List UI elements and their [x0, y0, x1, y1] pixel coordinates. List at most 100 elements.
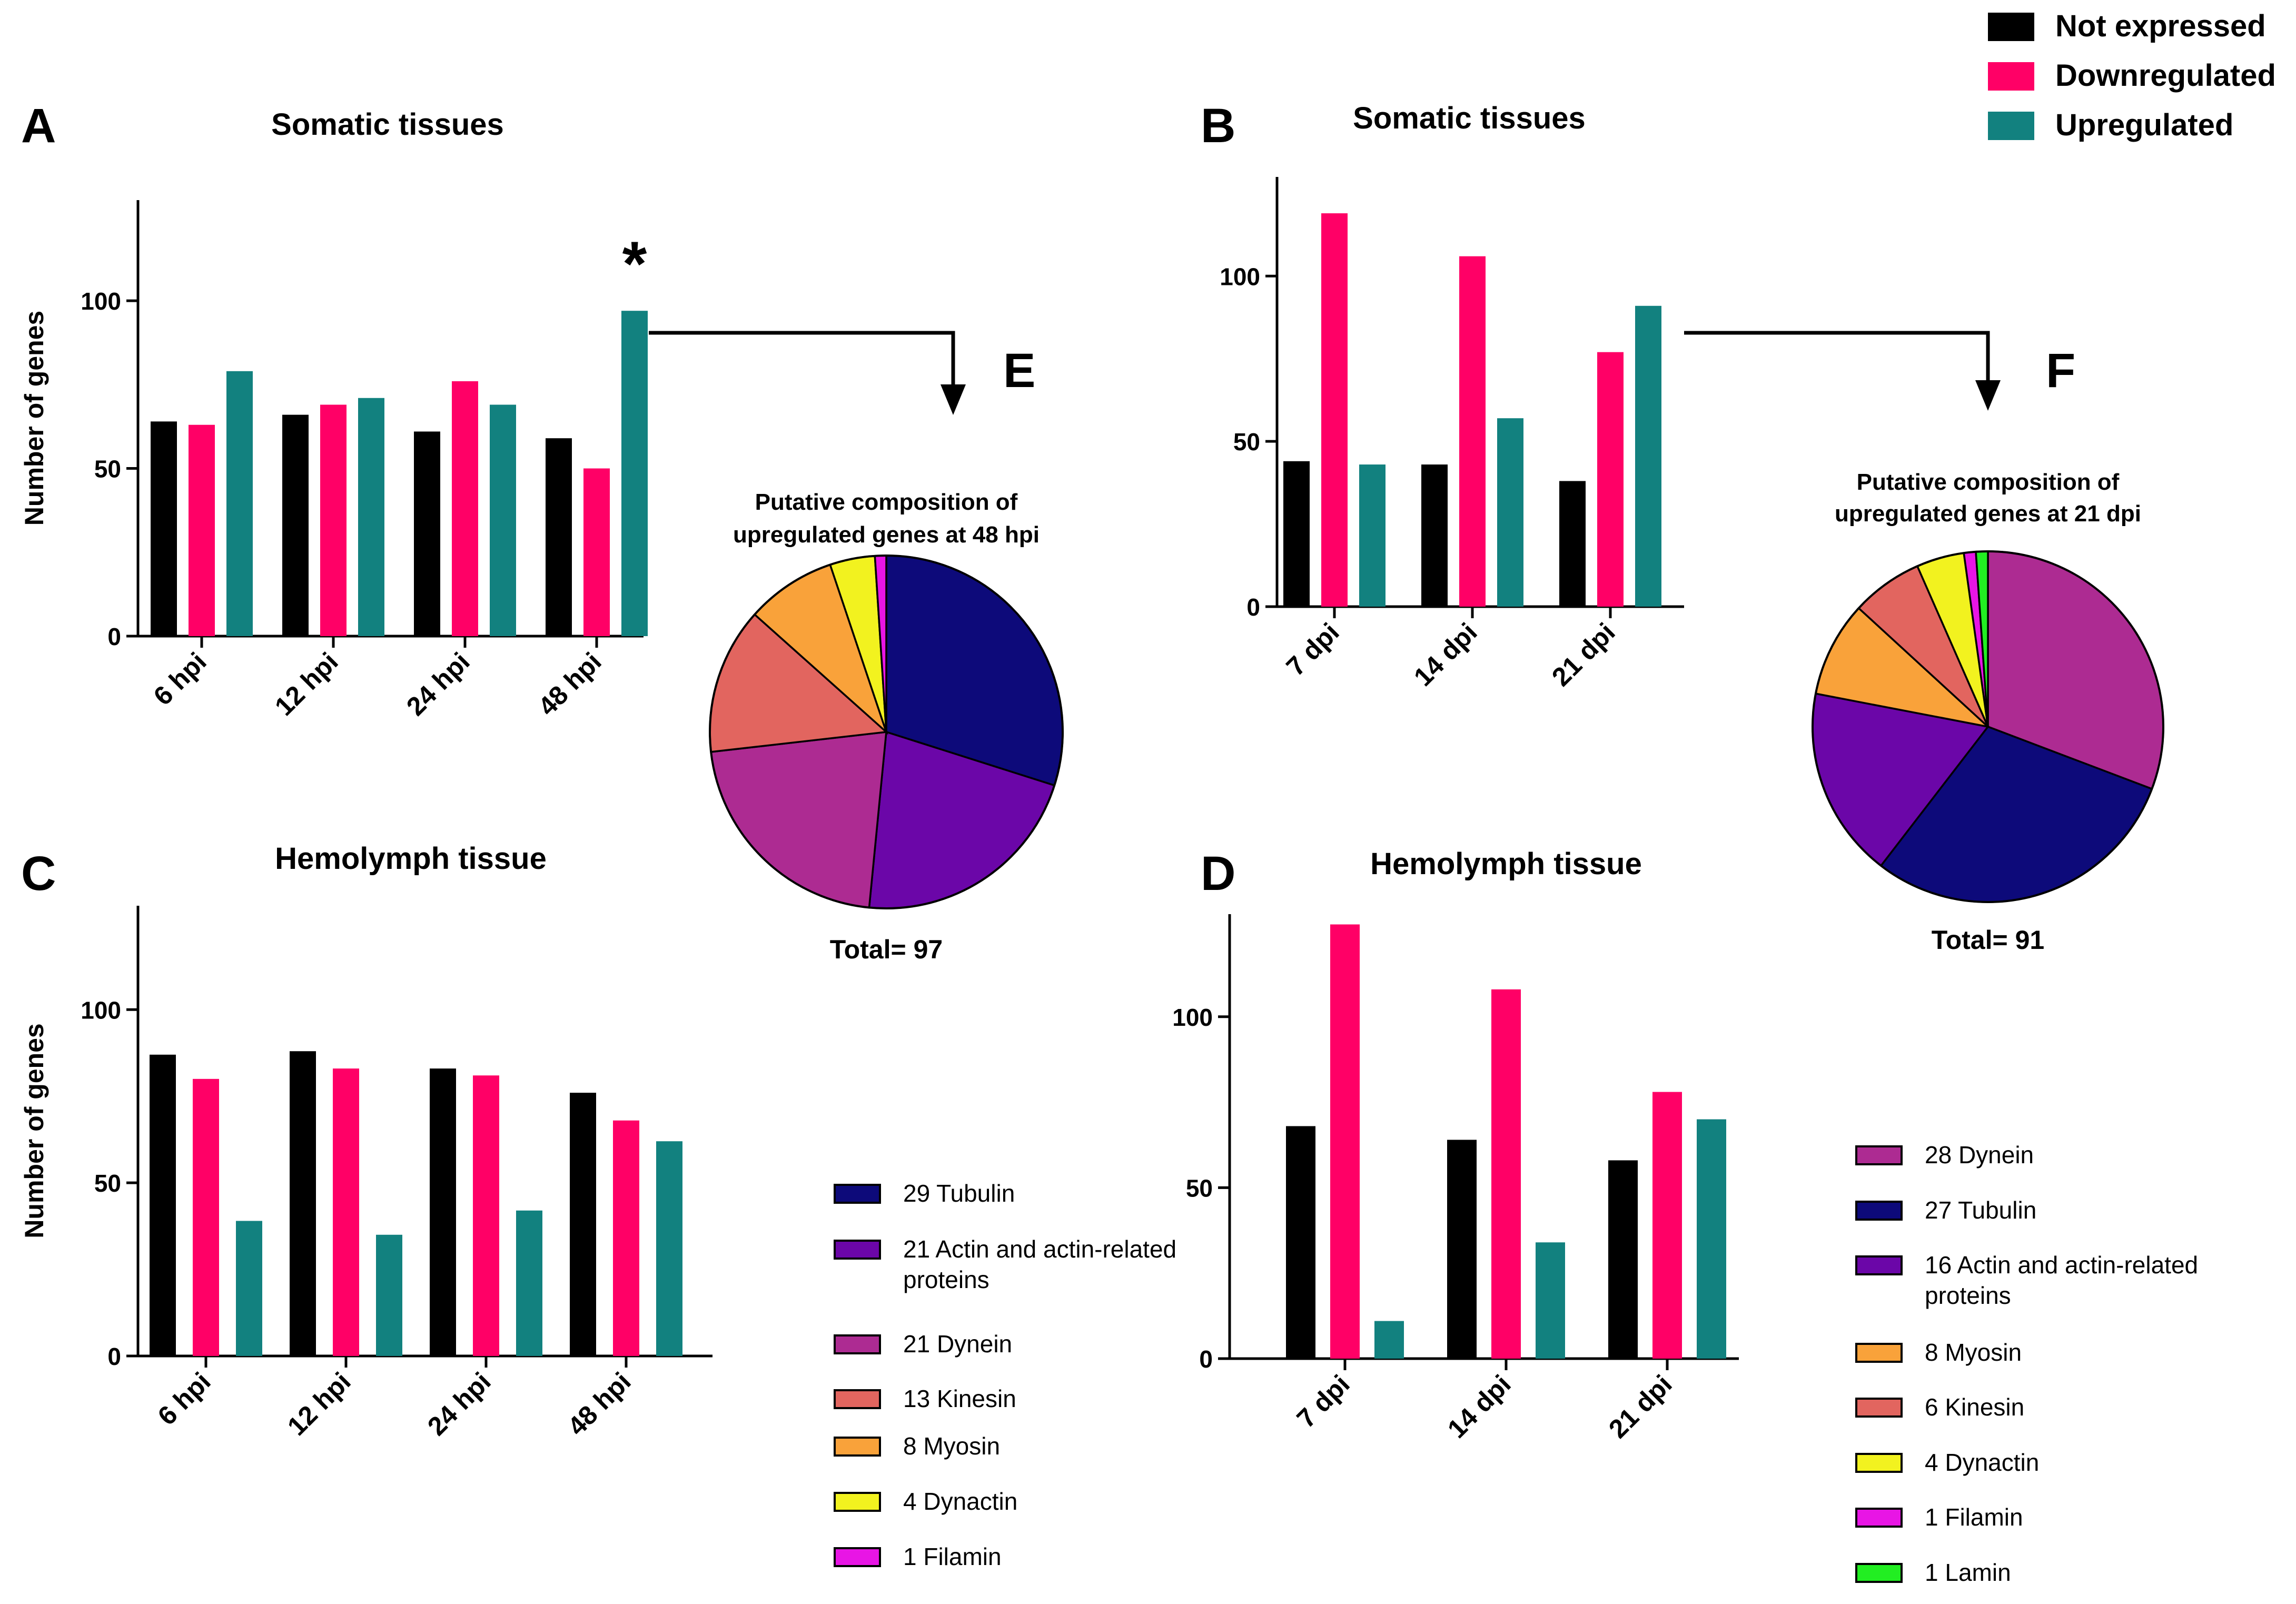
x-tick-label-b-7-dpi: 7 dpi [1281, 617, 1345, 681]
legend-label-e-dynactin: 4 Dynactin [903, 1488, 1017, 1515]
panel-letter-d: D [1201, 847, 1235, 900]
legend-label-f-filamin: 1 Filamin [1925, 1503, 2023, 1531]
bar-c-12-hpi-downregulated [333, 1068, 359, 1356]
legend-label-f-kinesin: 6 Kinesin [1925, 1393, 2024, 1421]
legend-label-e-myosin: 8 Myosin [903, 1432, 1000, 1460]
bar-d-14-dpi-upregulated [1536, 1242, 1565, 1359]
bar-a-6-hpi-downregulated [189, 424, 215, 636]
bar-b-21-dpi-upregulated [1635, 305, 1661, 607]
legend-label-f-dynactin: 4 Dynactin [1925, 1449, 2039, 1476]
arrow-b-to-f [1684, 331, 1990, 384]
bar-b-14-dpi-upregulated [1497, 418, 1523, 607]
legend-label-e-tubulin: 29 Tubulin [903, 1180, 1015, 1207]
x-tick-label-a-24-hpi: 24 hpi [401, 647, 476, 721]
bar-c-24-hpi-downregulated [473, 1075, 499, 1356]
x-tick-label-d-14-dpi: 14 dpi [1442, 1369, 1517, 1444]
chart-title-b: Somatic tissues [1353, 101, 1586, 135]
legend-swatch-e-filamin [834, 1547, 881, 1567]
legend-swatch-e-tubulin [834, 1184, 881, 1204]
legend-swatch-f-tubulin [1855, 1201, 1903, 1221]
legend-label-upregulated: Upregulated [2055, 108, 2233, 142]
panel-d-bar-chart: D Hemolymph tissue 0 50 100 7 dpi 14 dpi 21 dpi [1172, 847, 1739, 1444]
bar-c-48-hpi-downregulated [613, 1120, 639, 1356]
bar-d-21-dpi-downregulated [1652, 1092, 1682, 1359]
pie-total-e: Total= 97 [830, 935, 943, 964]
legend-swatch-e-kinesin [834, 1389, 881, 1409]
bar-c-24-hpi-not-expressed [430, 1068, 456, 1356]
x-tick-label-a-6-hpi: 6 hpi [148, 647, 212, 711]
x-tick-label-c-12-hpi: 12 hpi [282, 1367, 357, 1441]
legend-swatch-e-myosin [834, 1437, 881, 1457]
x-tick-label-c-24-hpi: 24 hpi [422, 1367, 497, 1441]
x-tick-label-a-12-hpi: 12 hpi [269, 647, 344, 721]
bar-a-24-hpi-not-expressed [414, 431, 440, 636]
legend-label-e-actin-and-actin-related-proteins-line-2: proteins [903, 1266, 989, 1293]
bar-c-12-hpi-upregulated [376, 1234, 402, 1356]
legend-swatch-f-dynein [1855, 1145, 1903, 1165]
connector-arrows [649, 331, 2001, 415]
bar-d-7-dpi-upregulated [1374, 1321, 1404, 1359]
bar-c-12-hpi-not-expressed [290, 1051, 316, 1356]
y-tick-label-a-0: 0 [107, 623, 121, 650]
bar-d-7-dpi-downregulated [1330, 924, 1360, 1359]
legend-label-f-lamin: 1 Lamin [1925, 1559, 2011, 1586]
x-tick-label-c-6-hpi: 6 hpi [152, 1367, 216, 1431]
pie-outline-f [1812, 550, 2164, 903]
panel-letter-f: F [2046, 344, 2075, 398]
pie-title-e-line-2: upregulated genes at 48 hpi [733, 522, 1040, 548]
panel-letter-e: E [1003, 344, 1035, 398]
legend-swatch-e-actin-and-actin-related-proteins [834, 1240, 881, 1260]
legend-swatch-e-dynactin [834, 1492, 881, 1512]
bar-a-24-hpi-downregulated [452, 381, 478, 636]
legend-label-f-myosin: 8 Myosin [1925, 1339, 2022, 1366]
panel-a-bar-chart: A Somatic tissues Number of genes 0 50 100 6 h… [19, 99, 648, 721]
legend-label-not-expressed: Not expressed [2055, 9, 2266, 43]
color-legend: Not expressed Downregulated Upregulated [1988, 9, 2276, 142]
bar-a-6-hpi-upregulated [226, 371, 253, 636]
bar-a-12-hpi-downregulated [320, 404, 347, 636]
pie-title-f-line-2: upregulated genes at 21 dpi [1835, 501, 2141, 527]
panel-letter-b: B [1201, 99, 1235, 153]
bar-a-48-hpi-upregulated [621, 311, 648, 636]
bar-d-14-dpi-not-expressed [1447, 1140, 1477, 1359]
significance-star: * [622, 229, 647, 299]
y-tick-label-b-100: 100 [1220, 263, 1260, 290]
legend-swatch-f-lamin [1855, 1563, 1903, 1583]
legend-label-e-actin-and-actin-related-proteins-line-1: 21 Actin and actin-related [903, 1235, 1176, 1263]
legend-label-e-filamin: 1 Filamin [903, 1543, 1002, 1570]
legend-label-f-actin-and-actin-related-proteins-line-2: proteins [1925, 1282, 2011, 1309]
panel-c-bar-chart: C Hemolymph tissue Number of genes 0 50 100 6 … [19, 841, 712, 1441]
chart-title-c: Hemolymph tissue [275, 841, 547, 876]
panel-e-pie-chart: E Putative composition of upregulated gene… [709, 344, 1064, 964]
x-tick-label-b-14-dpi: 14 dpi [1408, 617, 1483, 692]
panel-f-legend: 28 Dynein 27 Tubulin 16 Actin and actin-re… [1855, 1141, 2198, 1586]
pie-title-f-line-1: Putative composition of [1857, 469, 2120, 495]
bar-c-6-hpi-not-expressed [150, 1054, 176, 1356]
y-tick-label-c-0: 0 [107, 1343, 121, 1370]
panel-letter-a: A [21, 99, 56, 153]
legend-swatch-f-myosin [1855, 1343, 1903, 1363]
bar-d-21-dpi-upregulated [1697, 1119, 1726, 1359]
bar-b-14-dpi-not-expressed [1421, 464, 1448, 607]
legend-swatch-f-dynactin [1855, 1453, 1903, 1473]
legend-swatch-upregulated [1988, 112, 2034, 140]
arrow-b-to-f-head [1975, 380, 2001, 411]
bar-a-24-hpi-upregulated [490, 404, 516, 636]
arrow-a-to-e [649, 331, 955, 390]
bar-a-12-hpi-upregulated [358, 398, 384, 636]
bar-b-7-dpi-upregulated [1359, 464, 1385, 607]
x-tick-label-c-48-hpi: 48 hpi [562, 1367, 637, 1441]
y-tick-label-d-0: 0 [1199, 1345, 1213, 1373]
bar-c-48-hpi-upregulated [656, 1141, 682, 1356]
y-axis-label-a: Number of genes [19, 311, 49, 526]
legend-label-f-dynein: 28 Dynein [1925, 1141, 2034, 1169]
pie-title-e-line-1: Putative composition of [755, 489, 1018, 515]
panel-letter-c: C [21, 847, 56, 900]
pie-slice-e-dynein [710, 731, 887, 909]
x-tick-label-a-48-hpi: 48 hpi [532, 647, 607, 721]
bar-b-7-dpi-downregulated [1321, 213, 1348, 607]
bar-a-6-hpi-not-expressed [151, 421, 177, 636]
legend-label-f-actin-and-actin-related-proteins-line-1: 16 Actin and actin-related [1925, 1251, 2198, 1279]
chart-title-a: Somatic tissues [271, 107, 504, 142]
